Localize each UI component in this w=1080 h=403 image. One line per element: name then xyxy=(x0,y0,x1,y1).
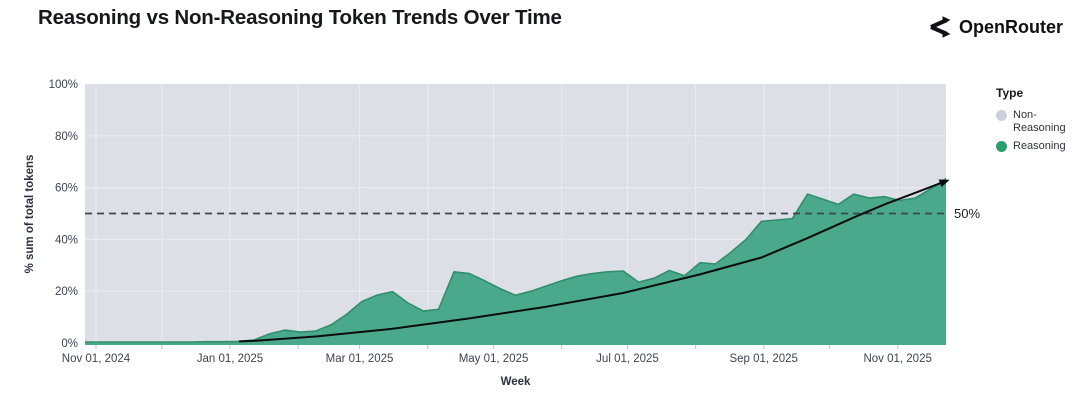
trend-line xyxy=(238,180,947,343)
legend-item-reasoning: Reasoning xyxy=(996,140,1078,153)
reasoning-area xyxy=(85,178,946,345)
reasoning-swatch-icon xyxy=(996,141,1007,153)
y-tick-label: 100% xyxy=(49,79,78,91)
reasoning-area-outline xyxy=(85,177,947,343)
legend-label-non-reasoning: Non-Reasoning xyxy=(1013,109,1066,134)
legend-label-reasoning: Reasoning xyxy=(1013,140,1066,153)
y-tick-label: 40% xyxy=(55,234,78,246)
y-tick-label: 60% xyxy=(55,183,78,195)
openrouter-logo-icon xyxy=(930,16,951,38)
x-axis-title: Week xyxy=(500,376,531,388)
trend-arrowhead-icon xyxy=(938,179,950,188)
x-tick-label: Jul 01, 2025 xyxy=(596,353,659,365)
non-reasoning-swatch-icon xyxy=(996,110,1007,121)
reference-line-label: 50% xyxy=(954,206,980,221)
x-tick-label: May 01, 2025 xyxy=(459,353,529,365)
x-tick-label: Nov 01, 2024 xyxy=(62,353,131,365)
x-tick-label: Jan 01, 2025 xyxy=(197,353,264,365)
legend-item-non-reasoning: Non-Reasoning xyxy=(996,109,1078,134)
legend: Type Non-Reasoning Reasoning xyxy=(996,86,1078,159)
x-tick-label: Sep 01, 2025 xyxy=(729,353,797,365)
openrouter-brand: OpenRouter xyxy=(925,15,1063,39)
y-tick-label: 20% xyxy=(55,286,78,298)
page-title: Reasoning vs Non-Reasoning Token Trends … xyxy=(38,6,562,29)
x-tick-label: Nov 01, 2025 xyxy=(863,353,931,365)
x-tick-label: Mar 01, 2025 xyxy=(326,353,394,365)
legend-title: Type xyxy=(996,86,1024,100)
y-axis-title: % sum of total tokens xyxy=(24,154,36,274)
brand-name: OpenRouter xyxy=(958,16,1063,37)
y-tick-label: 0% xyxy=(61,338,78,350)
y-tick-label: 80% xyxy=(55,131,78,143)
